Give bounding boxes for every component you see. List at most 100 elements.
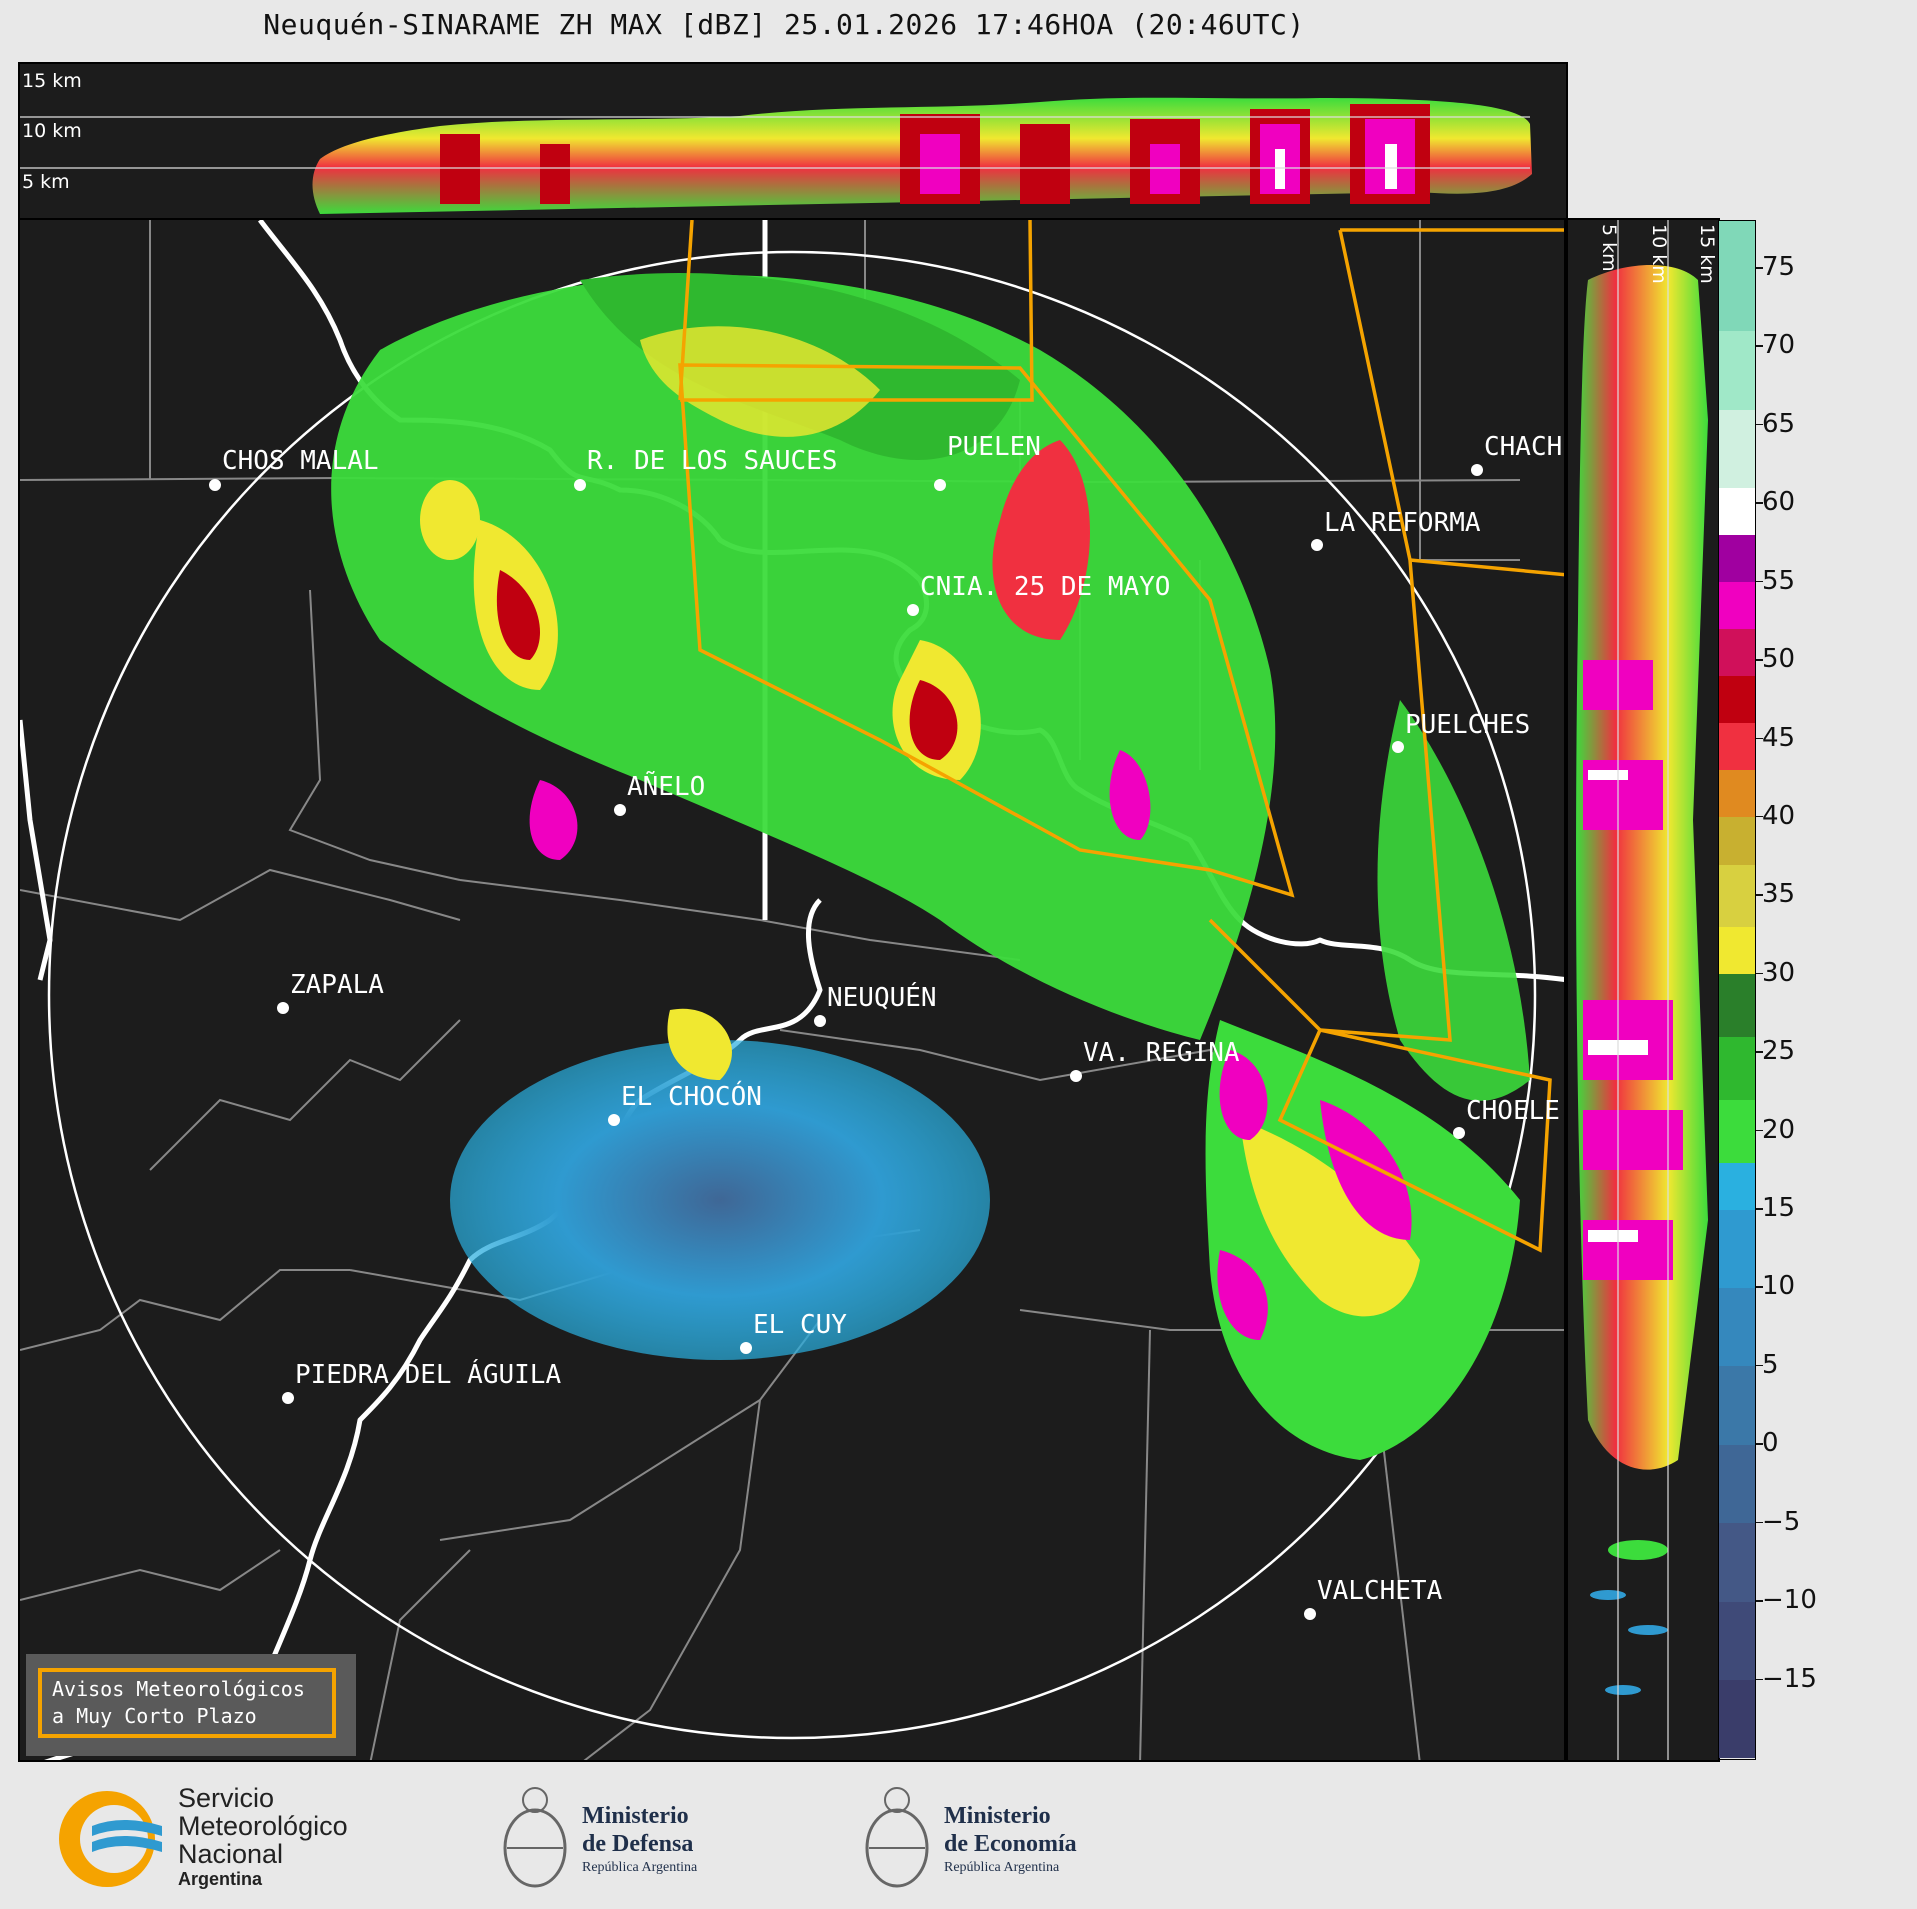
city-label: EL CHOCÓN: [621, 1082, 762, 1112]
colorbar-segment: [1719, 1522, 1755, 1602]
colorbar-segment: [1719, 1444, 1755, 1524]
colorbar-tick-mark: [1756, 580, 1763, 583]
colorbar-tick-mark: [1756, 894, 1763, 896]
colorbar-segment: [1719, 409, 1755, 489]
colorbar-tick-mark: [1756, 737, 1763, 740]
colorbar-segment: [1719, 973, 1755, 1038]
colorbar-segment: [1719, 769, 1755, 818]
colorbar-tick-label: 20: [1762, 1114, 1796, 1145]
colorbar-segment: [1719, 1162, 1755, 1210]
warning-legend: Avisos Meteorológicos a Muy Corto Plazo: [26, 1654, 356, 1756]
city-label: AÑELO: [627, 772, 706, 802]
colorbar-tick-label: 50: [1762, 644, 1796, 675]
colorbar-tick-label: 35: [1762, 879, 1796, 910]
colorbar-tick-mark: [1756, 1443, 1763, 1445]
radar-map-canvas: [20, 220, 1564, 1760]
colorbar-segment: [1719, 1365, 1755, 1445]
city-label: VA. REGINA: [1083, 1038, 1240, 1068]
side-cross-section-panel: 5 km 10 km 15 km: [1566, 218, 1720, 1762]
colorbar-tick-label: 40: [1762, 800, 1796, 831]
colorbar-tick-label: 55: [1762, 565, 1796, 596]
city-label: NEUQUÉN: [827, 983, 937, 1013]
colorbar-segment: [1719, 487, 1755, 536]
colorbar-tick-label: 25: [1762, 1036, 1796, 1067]
colorbar-tick-label: 70: [1762, 330, 1796, 361]
colorbar-segment: [1719, 1209, 1755, 1288]
colorbar-tick-label: 65: [1762, 408, 1796, 439]
defensa-line3: República Argentina: [582, 1860, 698, 1875]
economia-line2: de Economía: [944, 1831, 1077, 1857]
smn-line3: Nacional: [178, 1839, 284, 1869]
colorbar-segment: [1719, 722, 1755, 771]
colorbar-segment: [1719, 1287, 1755, 1367]
chart-title: Neuquén-SINARAME ZH MAX [dBZ] 25.01.2026…: [263, 8, 1305, 41]
economia-line3: República Argentina: [944, 1860, 1060, 1875]
colorbar-tick-label: −15: [1762, 1663, 1817, 1694]
colorbar-tick-label: 0: [1762, 1428, 1779, 1459]
colorbar-tick-mark: [1756, 502, 1763, 504]
smn-line1: Servicio: [178, 1783, 275, 1813]
colorbar-tick-mark: [1756, 1521, 1763, 1524]
warning-legend-frame: Avisos Meteorológicos a Muy Corto Plazo: [38, 1668, 336, 1738]
radar-map: CHOS MALAL R. DE LOS SAUCES PUELEN CHACH…: [18, 218, 1566, 1762]
city-label: PUELEN: [947, 432, 1041, 462]
warning-legend-line1: Avisos Meteorológicos: [52, 1677, 305, 1701]
city-label: R. DE LOS SAUCES: [587, 446, 838, 476]
city-label: EL CUY: [753, 1310, 847, 1340]
colorbar-segment: [1719, 581, 1755, 630]
colorbar-segment: [1719, 330, 1755, 410]
defensa-line2: de Defensa: [582, 1831, 694, 1857]
height-label-10km: 10 km: [1648, 224, 1670, 284]
colorbar-tick-label: −5: [1762, 1506, 1801, 1537]
city-label: CNIA. 25 DE MAYO: [920, 572, 1171, 602]
colorbar-tick-label: 10: [1762, 1271, 1796, 1302]
colorbar-tick-mark: [1756, 1364, 1763, 1367]
smn-logo-text: Servicio Meteorológico Nacional Argentin…: [178, 1784, 348, 1890]
colorbar-tick-mark: [1756, 1208, 1763, 1210]
colorbar-segment: [1719, 534, 1755, 583]
colorbar-segment: [1719, 1679, 1755, 1759]
height-label-15km: 15 km: [22, 70, 82, 92]
colorbar-segment: [1719, 1099, 1755, 1163]
colorbar-segment: [1719, 926, 1755, 975]
colorbar-tick-label: 45: [1762, 722, 1796, 753]
city-label: PUELCHES: [1405, 710, 1531, 740]
colorbar-tick-mark: [1756, 1678, 1763, 1681]
smn-logo-icon: [59, 1791, 162, 1887]
warning-polygons: [678, 220, 1564, 1253]
colorbar-tick-mark: [1756, 1051, 1763, 1053]
colorbar-tick-label: 30: [1762, 957, 1796, 988]
colorbar-tick-mark: [1756, 345, 1763, 347]
colorbar-segment: [1719, 816, 1755, 865]
smn-line2: Meteorológico: [178, 1811, 348, 1841]
colorbar-tick-mark: [1756, 815, 1763, 818]
colorbar-segment: [1719, 675, 1755, 724]
colorbar-tick-mark: [1756, 1286, 1763, 1288]
colorbar-segment: [1719, 864, 1755, 928]
footer: Servicio Meteorológico Nacional Argentin…: [0, 1762, 1917, 1909]
colorbar-segment: [1719, 1601, 1755, 1681]
colorbar-tick-mark: [1756, 423, 1763, 426]
colorbar-segment: [1719, 1036, 1755, 1100]
colorbar-tick-mark: [1756, 1600, 1763, 1602]
city-label: ZAPALA: [290, 970, 384, 1000]
colorbar-tick-mark: [1756, 659, 1763, 661]
city-label: PIEDRA DEL ÁGUILA: [295, 1360, 562, 1390]
city-label: VALCHETA: [1317, 1576, 1443, 1606]
colorbar-tick-label: 15: [1762, 1193, 1796, 1224]
colorbar-tick-label: 5: [1762, 1349, 1779, 1380]
colorbar-tick-label: 75: [1762, 252, 1796, 283]
range-ring: [47, 250, 1537, 1740]
colorbar-segment: [1719, 628, 1755, 677]
height-label-5km: 5 km: [22, 171, 70, 193]
colorbar-tick-mark: [1756, 1129, 1763, 1132]
warning-legend-line2: a Muy Corto Plazo: [52, 1704, 257, 1728]
economia-line1: Ministerio: [944, 1803, 1051, 1829]
dbz-colorbar: [1718, 220, 1756, 1760]
side-cross-section-echoes: [1576, 220, 1708, 1760]
defensa-logo-text: Ministerio de Defensa República Argentin…: [582, 1802, 697, 1878]
colorbar-tick-label: 60: [1762, 487, 1796, 518]
economia-logo-text: Ministerio de Economía República Argenti…: [944, 1802, 1077, 1878]
city-label: LA REFORMA: [1324, 508, 1481, 538]
city-markers: [209, 464, 1483, 1620]
